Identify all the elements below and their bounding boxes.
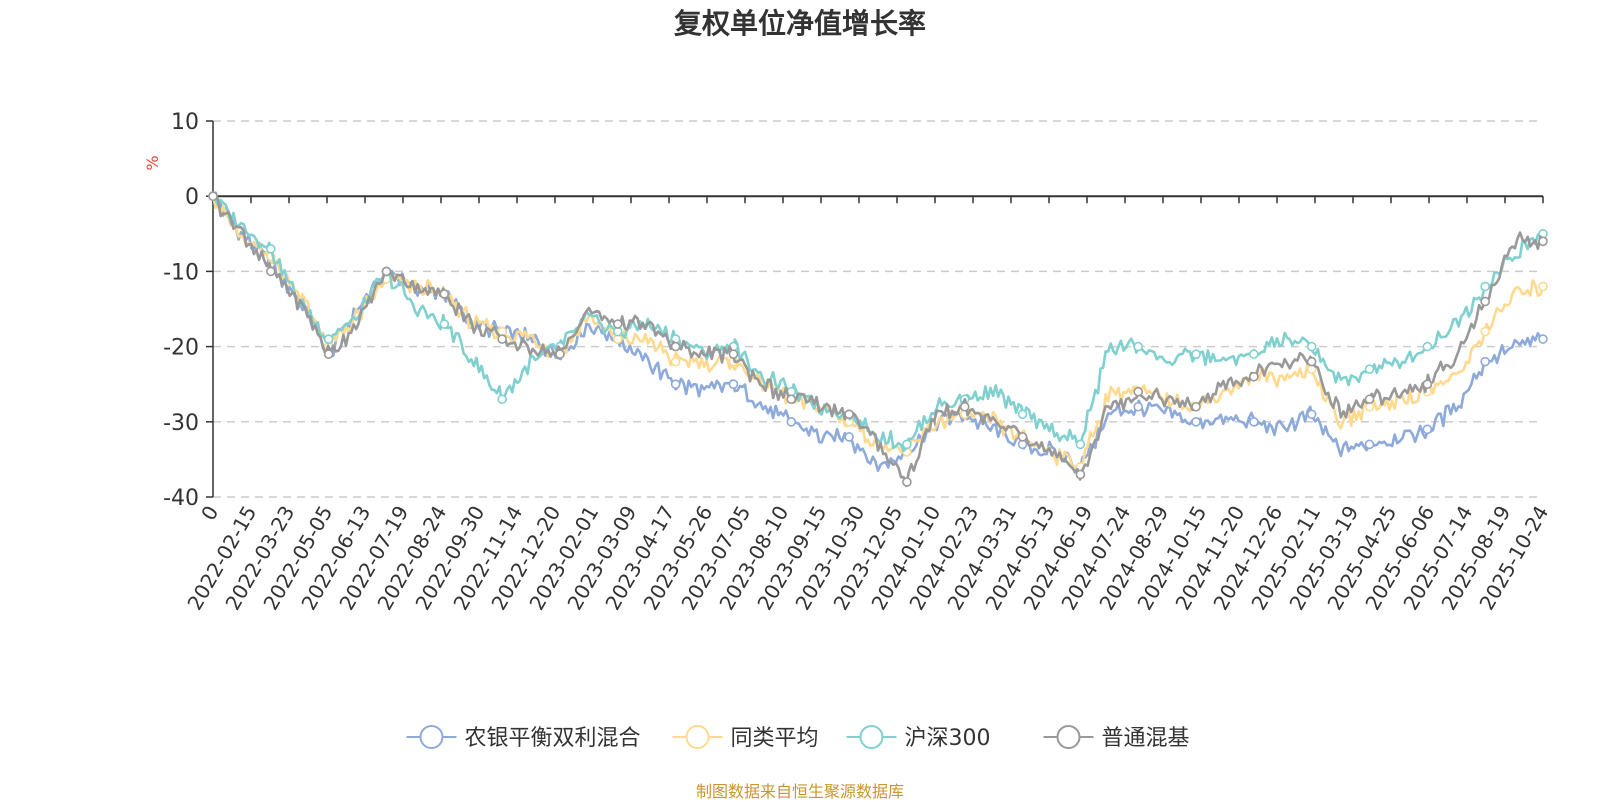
series-1-point [844, 432, 854, 442]
legend-label: 沪深300 [905, 726, 991, 751]
series-1-point [1422, 424, 1433, 435]
series-4-point [439, 289, 450, 299]
series-4-point [497, 334, 507, 344]
legend-label: 普通混基 [1102, 726, 1190, 751]
series-3-point [1249, 349, 1259, 359]
series-1-point [1480, 356, 1490, 367]
legend-item-2[interactable]: 同类平均 [672, 725, 819, 751]
series-4-point [844, 409, 854, 420]
series-4-point [1364, 394, 1375, 405]
series-4-point [208, 191, 218, 201]
legend-marker-icon [685, 725, 710, 749]
series-1-point [1306, 409, 1317, 420]
series-3-point [1075, 439, 1086, 450]
series-3-point [497, 394, 507, 405]
series-2-point [1538, 281, 1548, 292]
series-3-point [902, 439, 912, 450]
series-line-4 [211, 191, 1545, 488]
series-3-point [439, 319, 450, 329]
grid-layer [213, 120, 1543, 498]
series-3-point [1017, 409, 1028, 420]
series-1-point [1364, 439, 1375, 450]
series-1-point [1249, 416, 1259, 427]
series-4-point [381, 266, 392, 277]
series-line-2 [211, 195, 1545, 471]
series-3-point [1422, 341, 1433, 352]
series-1-point [1191, 416, 1201, 427]
series-3-point [266, 244, 276, 254]
series-1-point [1538, 334, 1548, 344]
legend[interactable]: 农银平衡双利混合 同类平均 沪深300 普通混基 [406, 725, 1190, 751]
series-4-point [786, 394, 797, 405]
series-1-point [786, 416, 797, 427]
series-4-point [612, 319, 623, 329]
series-4-point [323, 349, 334, 359]
series-4-point [266, 266, 276, 277]
series-4-point [1075, 469, 1086, 480]
series-line-3 [211, 195, 1544, 453]
series-4-point [1480, 296, 1490, 307]
legend-marker-icon [1056, 725, 1081, 749]
legend-marker-icon [419, 725, 444, 749]
series-line-1 [212, 194, 1544, 474]
series-4-point [959, 401, 970, 412]
data-source-note: 制图数据来自恒生聚源数据库 [695, 782, 904, 801]
y-tick-label: 0 [185, 185, 199, 210]
y-tick-label: -20 [163, 336, 199, 361]
legend-label: 农银平衡双利混合 [465, 726, 641, 751]
series-layer [208, 191, 1548, 488]
series-3-point [1364, 364, 1375, 374]
series-4-point [1133, 386, 1144, 397]
series-2-point [1480, 326, 1490, 337]
series-2-point [670, 356, 681, 367]
legend-item-1[interactable]: 农银平衡双利混合 [406, 725, 641, 751]
series-3-point [1480, 281, 1490, 292]
series-3-point [323, 334, 334, 344]
series-4-point [1191, 401, 1201, 412]
series-3-point [1306, 341, 1317, 352]
y-tick-label: -40 [163, 486, 199, 511]
series-1-point [1133, 401, 1144, 412]
series-4-point [1422, 379, 1433, 390]
axis-layer: 100-10-20-30-40%02022-02-152022-03-23202… [143, 110, 1553, 614]
x-tick-label: 0 [196, 502, 223, 525]
legend-item-4[interactable]: 普通混基 [1043, 725, 1190, 751]
series-4-point [902, 477, 912, 487]
legend-item-3[interactable]: 沪深300 [846, 725, 991, 751]
series-4-point [728, 349, 739, 359]
y-axis-unit: % [143, 155, 162, 170]
series-4-point [555, 349, 565, 359]
series-4-point [670, 341, 681, 352]
chart-title: 复权单位净值增长率 [673, 7, 926, 40]
series-3-point [1133, 341, 1144, 352]
series-3-point [1191, 349, 1201, 359]
series-4-point [1306, 356, 1317, 367]
series-4-point [1017, 432, 1028, 442]
series-1-point [728, 379, 739, 390]
series-1-point [670, 379, 681, 390]
series-4-point [1538, 236, 1548, 247]
y-tick-label: -30 [163, 411, 199, 436]
y-tick-label: 10 [171, 110, 199, 135]
legend-marker-icon [859, 725, 884, 749]
y-tick-label: -10 [163, 260, 199, 285]
series-4-point [1249, 371, 1259, 382]
legend-label: 同类平均 [731, 726, 819, 751]
